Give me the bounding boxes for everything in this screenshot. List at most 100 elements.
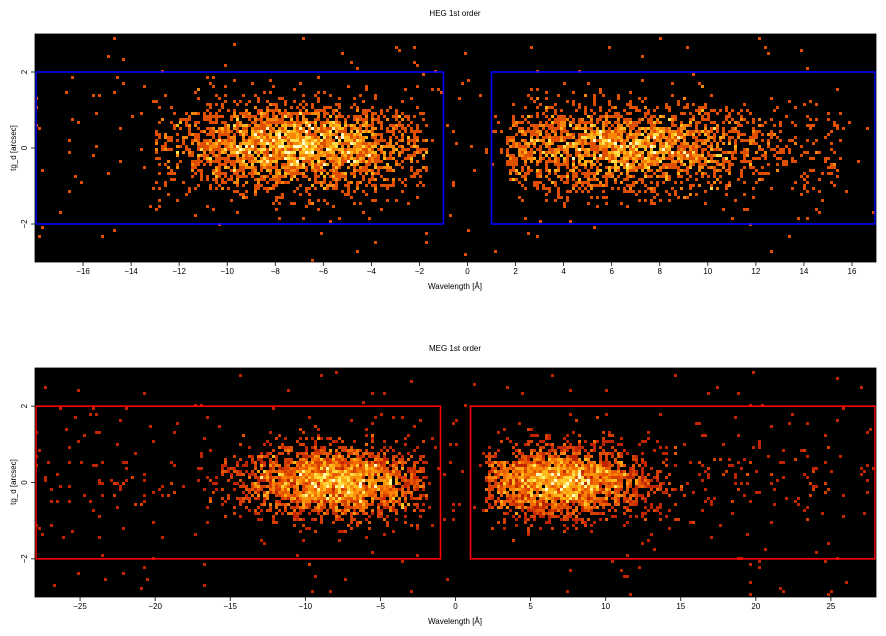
heatmap-pixel [524,178,527,181]
x-tick-label: −4 [367,267,377,276]
heatmap-pixel [554,467,557,470]
heatmap-pixel [365,449,368,452]
heatmap-pixel [242,473,245,476]
heatmap-pixel [515,145,518,148]
heatmap-pixel [671,163,674,166]
heatmap-pixel [344,479,347,482]
heatmap-pixel [872,211,875,214]
heatmap-pixel [614,148,617,151]
heatmap-pixel [392,124,395,127]
heatmap-pixel [284,476,287,479]
heatmap-pixel [296,124,299,127]
heatmap-pixel [308,473,311,476]
heatmap-pixel [554,491,557,494]
heatmap-pixel [314,464,317,467]
heatmap-pixel [584,455,587,458]
heatmap-pixel [626,124,629,127]
heatmap-pixel [653,449,656,452]
heatmap-pixel [737,130,740,133]
heatmap-pixel [272,85,275,88]
heatmap-pixel [236,461,239,464]
heatmap-pixel [620,133,623,136]
heatmap-pixel [533,139,536,142]
heatmap-pixel [629,467,632,470]
heatmap-pixel [605,196,608,199]
heatmap-pixel [257,482,260,485]
heatmap-pixel [311,473,314,476]
heatmap-pixel [626,485,629,488]
heatmap-pixel [239,485,242,488]
heatmap-pixel [563,175,566,178]
heatmap-pixel [305,485,308,488]
heatmap-pixel [404,479,407,482]
heatmap-pixel [809,482,812,485]
heatmap-pixel [170,461,173,464]
heatmap-pixel [509,178,512,181]
heatmap-pixel [575,172,578,175]
heatmap-pixel [590,145,593,148]
heatmap-pixel [389,145,392,148]
heatmap-pixel [290,124,293,127]
heatmap-pixel [344,157,347,160]
heatmap-pixel [686,157,689,160]
heatmap-pixel [284,175,287,178]
heatmap-pixel [683,151,686,154]
heatmap-pixel [488,446,491,449]
heatmap-pixel [704,160,707,163]
heatmap-pixel [272,148,275,151]
heatmap-pixel [626,488,629,491]
heatmap-pixel [674,160,677,163]
heatmap-pixel [329,160,332,163]
heatmap-pixel [302,127,305,130]
heatmap-pixel [275,175,278,178]
heatmap-pixel [326,479,329,482]
heatmap-pixel [314,118,317,121]
heatmap-pixel [311,145,314,148]
heatmap-pixel [176,154,179,157]
heatmap-pixel [284,163,287,166]
heatmap-pixel [422,118,425,121]
heatmap-pixel [236,160,239,163]
heatmap-pixel [548,461,551,464]
heatmap-pixel [242,464,245,467]
heatmap-pixel [623,139,626,142]
heatmap-pixel [413,61,416,64]
heatmap-pixel [659,133,662,136]
heatmap-pixel [332,112,335,115]
heatmap-pixel [593,482,596,485]
heatmap-pixel [356,130,359,133]
heatmap-pixel [242,485,245,488]
heatmap-pixel [56,473,59,476]
heatmap-pixel [626,175,629,178]
heatmap-pixel [335,142,338,145]
heatmap-pixel [587,488,590,491]
heatmap-pixel [227,467,230,470]
heatmap-pixel [578,485,581,488]
heatmap-pixel [347,145,350,148]
heatmap-pixel [587,151,590,154]
heatmap-pixel [677,130,680,133]
heatmap-pixel [695,139,698,142]
heatmap-pixel [557,169,560,172]
heatmap-pixel [695,178,698,181]
heatmap-pixel [155,181,158,184]
heatmap-pixel [392,169,395,172]
heatmap-pixel [215,94,218,97]
heatmap-pixel [215,187,218,190]
heatmap-pixel [560,491,563,494]
heatmap-pixel [413,473,416,476]
heatmap-pixel [398,121,401,124]
heatmap-pixel [245,154,248,157]
heatmap-pixel [806,422,809,425]
heatmap-pixel [770,148,773,151]
heatmap-pixel [98,94,101,97]
heatmap-pixel [287,172,290,175]
heatmap-pixel [611,145,614,148]
heatmap-pixel [302,151,305,154]
heatmap-pixel [308,133,311,136]
heatmap-pixel [341,482,344,485]
heatmap-pixel [317,154,320,157]
heatmap-pixel [290,479,293,482]
heatmap-pixel [365,85,368,88]
heatmap-pixel [218,109,221,112]
